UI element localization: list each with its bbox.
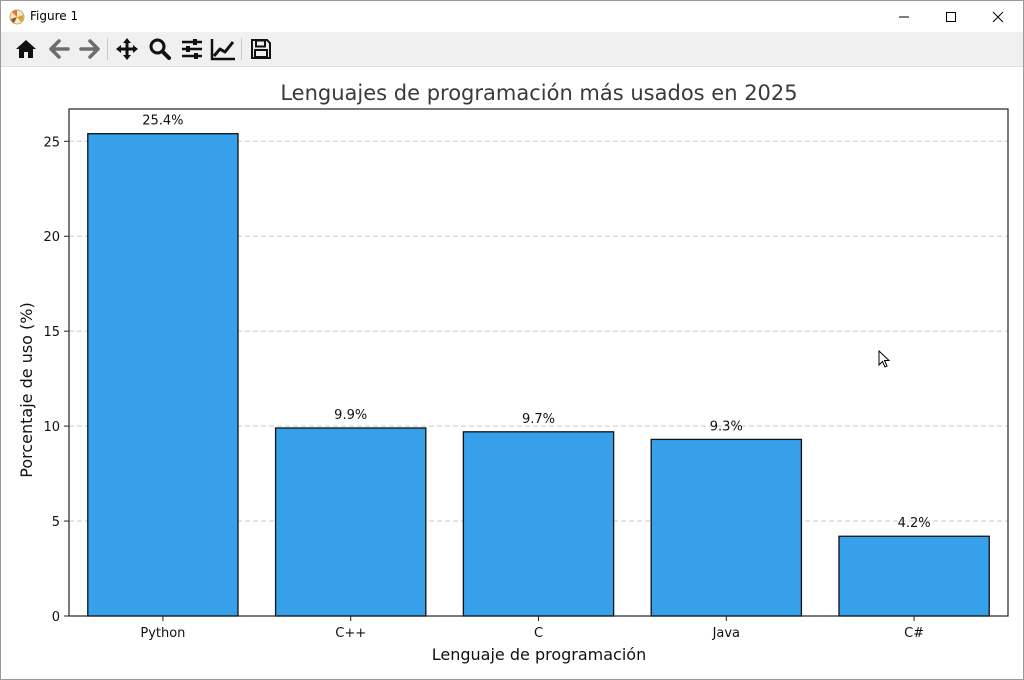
bar-series	[87, 133, 990, 617]
bar-value-label: 9.3%	[710, 419, 743, 434]
edit-axis-icon	[210, 39, 235, 61]
y-tick-label: 10	[43, 420, 60, 435]
bar	[87, 133, 239, 617]
y-tick-label: 0	[52, 610, 60, 625]
close-button[interactable]	[975, 1, 1021, 32]
bar-value-label: 25.4%	[142, 114, 183, 129]
close-icon	[992, 11, 1004, 22]
title-bar: Figure 1	[1, 1, 1023, 32]
bar-value-label: 4.2%	[898, 516, 931, 531]
y-tick-label: 5	[52, 515, 60, 530]
save-button[interactable]	[247, 35, 275, 63]
bar-value-labels: 25.4% 9.9% 9.7% 9.3% 4.2%	[142, 114, 930, 532]
y-tick-label: 15	[43, 325, 60, 340]
toolbar-separator	[107, 38, 108, 60]
forward-button[interactable]	[76, 35, 104, 63]
maximize-button[interactable]	[928, 1, 974, 32]
window-title: Figure 1	[30, 9, 79, 23]
matplotlib-logo-icon	[9, 9, 25, 25]
y-tick-label: 20	[43, 230, 60, 245]
save-icon	[251, 39, 271, 59]
bar	[274, 427, 427, 617]
maximize-icon	[946, 11, 956, 22]
bar	[838, 535, 990, 617]
pan-icon	[116, 38, 138, 60]
home-button[interactable]	[12, 35, 40, 63]
x-tick-label: C#	[904, 626, 924, 641]
forward-icon	[79, 39, 100, 59]
edit-axis-button[interactable]	[209, 35, 237, 63]
bar	[462, 431, 615, 617]
minimize-icon	[899, 16, 909, 17]
bar	[650, 438, 803, 617]
x-tick-label: Java	[712, 626, 740, 641]
x-axis-ticks: Python C++ C Java C#	[140, 616, 924, 641]
minimize-button[interactable]	[881, 1, 927, 32]
zoom-icon	[149, 38, 171, 60]
y-axis-ticks: 0 5 10 15 20 25	[43, 135, 69, 625]
toolbar-separator	[241, 38, 242, 60]
chart-canvas[interactable]: Lenguajes de programación más usados en …	[1, 67, 1023, 679]
configure-subplots-icon	[182, 39, 202, 59]
x-tick-label: C	[534, 626, 543, 641]
y-axis-label: Porcentaje de uso (%)	[17, 302, 36, 477]
x-tick-label: Python	[140, 626, 185, 641]
x-tick-label: C++	[335, 626, 366, 641]
bar-value-label: 9.7%	[522, 412, 555, 427]
zoom-button[interactable]	[146, 35, 174, 63]
axes-frame	[68, 108, 1009, 617]
mouse-cursor-icon	[878, 350, 891, 368]
bar-value-label: 9.9%	[334, 408, 367, 423]
y-tick-label: 25	[43, 135, 60, 150]
configure-subplots-button[interactable]	[178, 35, 206, 63]
x-axis-label: Lenguaje de programación	[432, 645, 646, 664]
home-icon	[16, 40, 36, 58]
pan-button[interactable]	[113, 35, 141, 63]
back-button[interactable]	[45, 35, 73, 63]
navigation-toolbar	[1, 32, 1023, 67]
chart-title: Lenguajes de programación más usados en …	[280, 81, 797, 105]
back-icon	[49, 39, 70, 59]
